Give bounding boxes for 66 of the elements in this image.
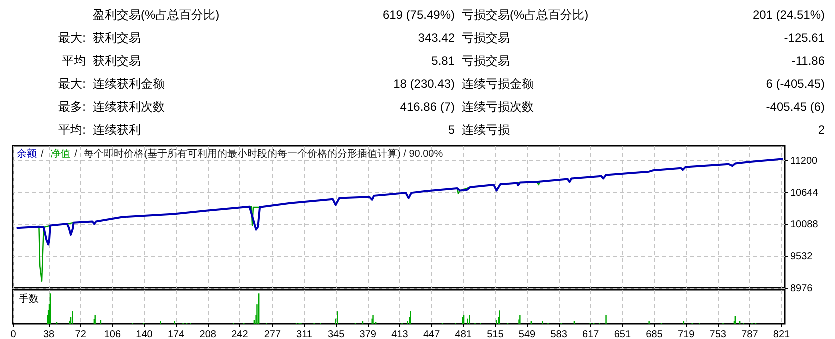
text: 6 (-405.45) <box>766 77 825 91</box>
y-tick-label: 10088 <box>790 220 819 231</box>
y-tick-label: 8976 <box>790 284 814 294</box>
x-tick-label: 277 <box>264 330 282 339</box>
text: -11.86 <box>792 54 826 68</box>
x-tick-label: 719 <box>678 330 696 339</box>
text: 净值 <box>50 148 71 160</box>
chart-subtitle: 每个即时价格(基于所有可利用的最小时段的每一个价格的分形插值计算) / 90.00% <box>84 148 444 160</box>
y-tick-label: 11200 <box>790 156 818 167</box>
x-tick-label: 379 <box>360 330 377 339</box>
x-tick-label: 481 <box>455 330 472 339</box>
x-tick-label: 208 <box>200 330 217 339</box>
y-tick-label: 9532 <box>790 252 814 263</box>
x-tick-label: 821 <box>773 330 791 339</box>
chart-title: 手数 <box>19 293 39 305</box>
x-tick-label: 72 <box>75 330 87 339</box>
x-tick-label: 753 <box>710 330 727 339</box>
x-tick-label: 0 <box>10 330 17 339</box>
x-tick-label: 787 <box>742 330 759 339</box>
text: 盈利交易(%占总百分比) <box>93 8 220 22</box>
text: 5.81 <box>432 54 456 68</box>
x-tick-label: 106 <box>104 330 122 339</box>
text: 2 <box>818 123 826 137</box>
x-tick-label: 651 <box>614 330 632 339</box>
annotation: / <box>74 149 78 160</box>
x-tick-label: 38 <box>43 330 56 339</box>
x-tick-label: 140 <box>136 330 154 339</box>
text: 416.86 (7) <box>400 100 456 114</box>
text: 5 <box>448 123 456 137</box>
line-series <box>16 158 784 246</box>
text: 余额 <box>17 148 37 160</box>
x-tick-label: 549 <box>518 330 536 339</box>
text: -125.61 <box>784 31 826 45</box>
text: 连续获利次数 <box>93 100 165 114</box>
text: 获利交易 <box>93 31 141 45</box>
x-tick-label: 515 <box>487 330 504 339</box>
x-tick-label: 413 <box>392 330 409 339</box>
text: 亏损交易(%占总百分比) <box>462 8 589 22</box>
text: 最大: <box>58 31 86 45</box>
annotation: / <box>41 149 44 160</box>
text: 619 (75.49%) <box>382 8 456 22</box>
x-tick-label: 242 <box>232 330 249 339</box>
y-tick-label: 10644 <box>790 188 819 199</box>
x-tick-label: 345 <box>328 330 346 339</box>
x-tick-label: 447 <box>423 330 441 339</box>
text: -405.45 (6) <box>766 100 825 114</box>
text: 201 (24.51%) <box>752 8 826 22</box>
text: 平均 <box>62 54 86 68</box>
text: 连续亏损次数 <box>462 100 534 114</box>
text: 获利交易 <box>93 54 141 68</box>
x-tick-label: 617 <box>582 330 600 339</box>
text: 连续亏损 <box>462 123 510 137</box>
text: 平均: <box>58 123 86 137</box>
x-tick-label: 311 <box>296 330 313 339</box>
text: 最多: <box>58 100 86 114</box>
text: 连续获利金额 <box>93 77 165 91</box>
text: 亏损交易 <box>462 54 510 68</box>
text: 最大: <box>58 77 86 91</box>
text: 连续获利 <box>93 123 141 137</box>
x-tick-label: 583 <box>550 330 568 339</box>
x-tick-label: 685 <box>646 330 664 339</box>
text: 连续亏损金额 <box>462 77 534 91</box>
text: 18 (230.43) <box>394 77 455 91</box>
x-tick-label: 174 <box>168 330 186 339</box>
text: 亏损交易 <box>462 31 510 45</box>
text: 343.42 <box>418 31 456 45</box>
